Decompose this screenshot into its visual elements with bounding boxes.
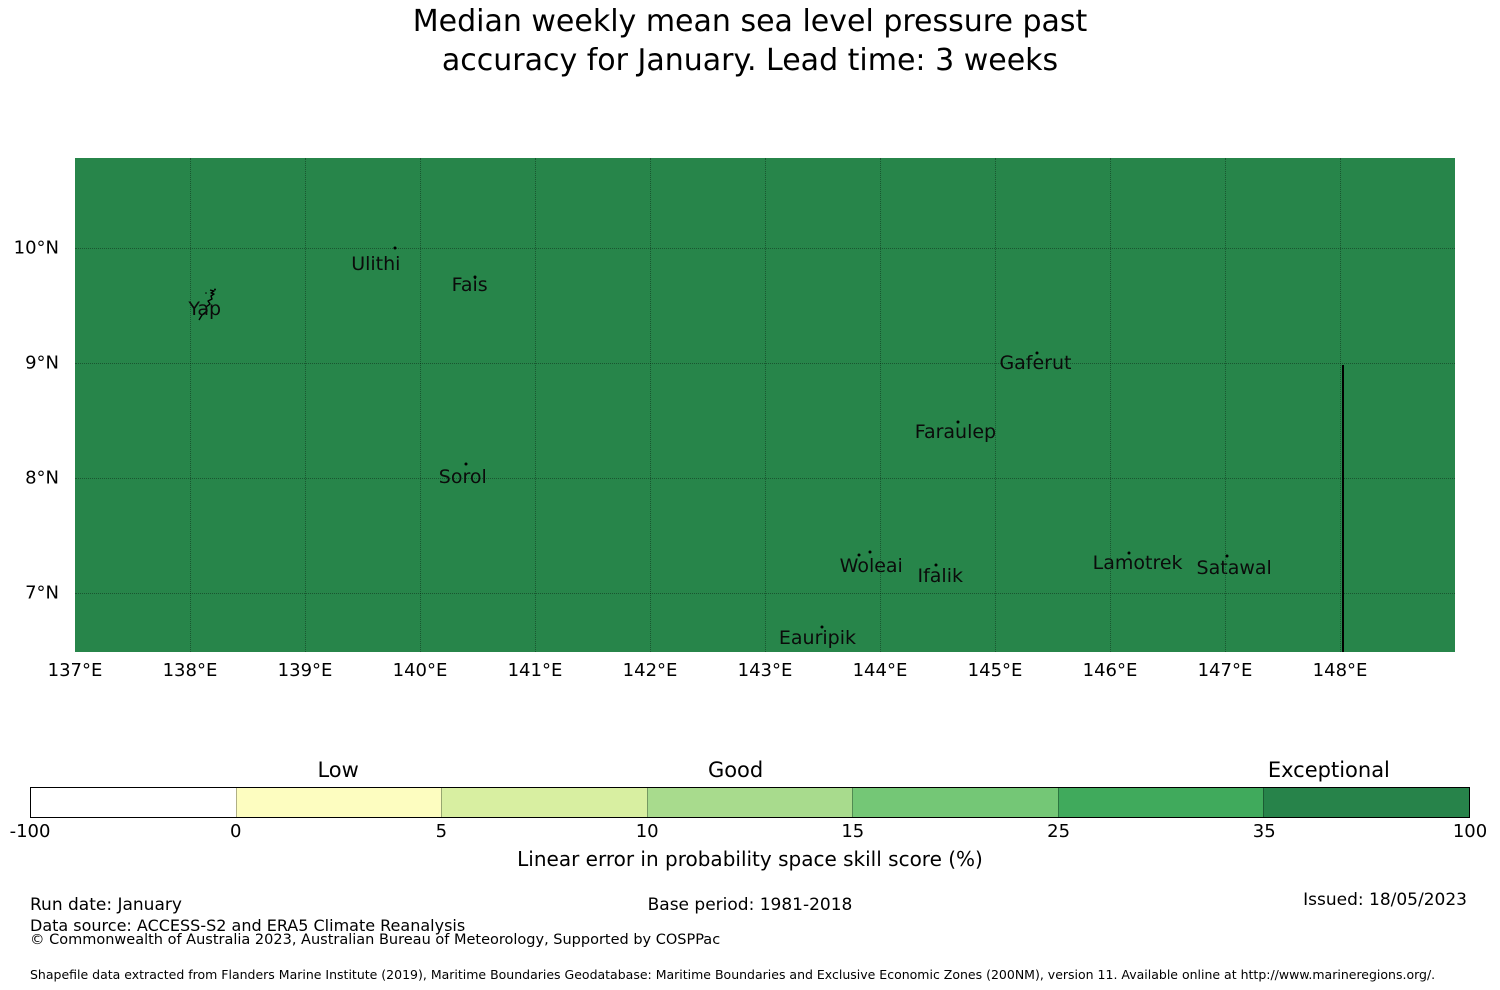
x-tick-label: 140°E [392, 660, 448, 681]
colorbar-tick-label: 10 [635, 821, 659, 842]
island-label-sorol: Sorol [438, 466, 487, 489]
island-label-eauripik: Eauripik [778, 627, 856, 650]
colorbar-tick-label: 35 [1252, 821, 1276, 842]
x-tick-label: 137°E [47, 660, 103, 681]
island-label-satawal: Satawal [1196, 557, 1272, 580]
shapefile-attribution-text: Shapefile data extracted from Flanders M… [30, 967, 1436, 982]
colorbar-segment-0-to-5 [235, 788, 442, 817]
island-label-yap: Yap [188, 298, 222, 321]
issued-date-text: Issued: 18/05/2023 [1303, 890, 1467, 910]
figure-title-line1: Median weekly mean sea level pressure pa… [412, 4, 1088, 39]
colorbar-category-exceptional: Exceptional [1267, 758, 1390, 782]
x-axis-tick-labels: 137°E 138°E 139°E 140°E 141°E 142°E 143°E 144°E… [48, 660, 1455, 688]
run-date-text: Run date: January [30, 895, 182, 915]
island-label-fais: Fais [451, 273, 488, 296]
x-tick-label: 148°E [1312, 660, 1368, 681]
colorbar-category-labels: Low Good Exceptional [30, 758, 1470, 784]
x-tick-label: 142°E [622, 660, 678, 681]
colorbar-category-low: Low [317, 758, 359, 782]
island-label-lamotrek: Lamotrek [1092, 552, 1183, 575]
colorbar-category-good: Good [707, 758, 764, 782]
colorbar-segment-10-to-15 [646, 788, 853, 817]
x-tick-label: 139°E [277, 660, 333, 681]
y-tick-label: 7°N [25, 582, 59, 604]
y-tick-label: 8°N [25, 467, 59, 489]
colorbar [30, 787, 1470, 818]
x-tick-label: 138°E [162, 660, 218, 681]
map-gridline-horizontal [75, 478, 1455, 480]
island-dot-lamotrek [1127, 551, 1131, 555]
island-dot-ulithi [393, 246, 397, 250]
y-tick-label: 10°N [13, 237, 59, 259]
colorbar-tick-label: 15 [841, 821, 865, 842]
island-dot-gaferut [1035, 351, 1039, 355]
figure-title-line2: accuracy for January. Lead time: 3 weeks [441, 43, 1059, 78]
map-gridline-vertical [995, 158, 997, 652]
colorbar-segment-15-to-25 [852, 788, 1058, 817]
x-tick-label: 141°E [507, 660, 563, 681]
map-gridline-vertical [1224, 158, 1226, 652]
map-gridline-vertical [534, 158, 536, 652]
base-period-text: Base period: 1981-2018 [647, 895, 853, 915]
island-dot-woleai [857, 553, 861, 557]
map-gridline-vertical [765, 158, 766, 652]
colorbar-tick-label: 5 [435, 821, 448, 842]
map-gridline-vertical [1110, 158, 1111, 652]
colorbar-tick-label: -100 [9, 821, 51, 842]
map-gridline-vertical [879, 158, 881, 652]
island-dot-satawal [1225, 554, 1229, 558]
map-gridline-horizontal [75, 363, 1455, 364]
map-gridline-vertical [305, 158, 307, 652]
colorbar-tick-label: 0 [230, 821, 242, 842]
map-gridline-horizontal [75, 247, 1455, 249]
map-gridline-vertical [189, 158, 191, 652]
colorbar-segment-5-to-10 [441, 788, 647, 817]
island-dot-woleai [868, 550, 872, 554]
x-tick-label: 143°E [737, 660, 793, 681]
y-tick-label: 9°N [25, 352, 59, 374]
colorbar-tick-label: 25 [1047, 821, 1071, 842]
x-tick-label: 144°E [852, 660, 908, 681]
island-label-ifalik: Ifalik [917, 564, 964, 587]
island-dot-sorol [464, 462, 468, 466]
colorbar-tick-labels: -100 0 5 10 15 25 35 100 [10, 821, 1488, 845]
map-gridline-horizontal [75, 593, 1455, 595]
colorbar-segment-35-to-100 [1263, 788, 1470, 817]
island-dot-ifalik [934, 563, 938, 567]
colorbar-tick-label: 100 [1452, 821, 1488, 842]
map-gridline-vertical [650, 158, 652, 652]
figure-title: Median weekly mean sea level pressure pa… [0, 2, 1500, 80]
island-label-woleai: Woleai [839, 555, 903, 578]
x-tick-label: 147°E [1197, 660, 1253, 681]
island-dot-faraulep [956, 420, 960, 424]
x-tick-label: 145°E [967, 660, 1023, 681]
island-dot-eauripik [820, 625, 824, 629]
y-axis-tick-labels: 10°N 9°N 8°N 7°N [0, 158, 67, 652]
x-tick-label: 146°E [1082, 660, 1138, 681]
maritime-boundary-line [1341, 364, 1344, 652]
copyright-text: © Commonwealth of Australia 2023, Austra… [30, 932, 721, 948]
island-label-faraulep: Faraulep [914, 421, 997, 444]
yap-island-outline [198, 288, 217, 321]
map-gridline-vertical [1340, 158, 1342, 652]
map-gridline-vertical [420, 158, 421, 652]
colorbar-axis-label: Linear error in probability space skill … [517, 847, 983, 871]
island-dot-fais [473, 275, 477, 279]
colorbar-segment--100-to-0 [31, 788, 236, 817]
island-label-ulithi: Ulithi [351, 253, 401, 276]
map-plot-area: Yap Ulithi Fais Sorol Gaferut Faraulep Woleai I… [75, 158, 1455, 652]
island-label-gaferut: Gaferut [999, 352, 1072, 374]
data-source-text: Data source: ACCESS-S2 and ERA5 Climate … [30, 916, 466, 935]
colorbar-segment-25-to-35 [1057, 788, 1264, 817]
